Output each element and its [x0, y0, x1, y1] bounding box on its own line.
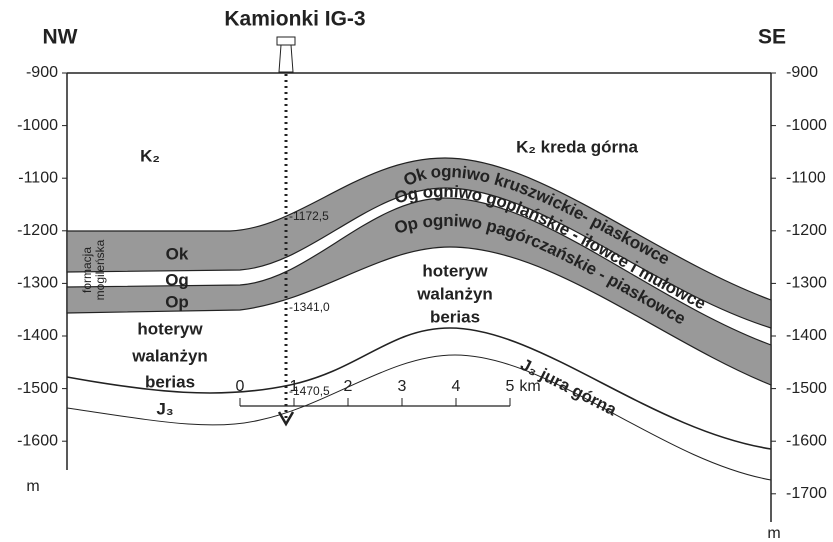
y-tick-label: -1700	[786, 485, 827, 502]
scale-label: 4	[452, 378, 461, 395]
y-tick-label: -1200	[17, 222, 58, 239]
y-tick-label: -1000	[17, 117, 58, 134]
y-tick-label: -1400	[17, 327, 58, 344]
y-tick-label: -1400	[786, 327, 827, 344]
nw-label: NW	[43, 26, 78, 49]
y-tick-label: -1300	[17, 275, 58, 292]
scale-label: 3	[398, 378, 407, 395]
unit-label: hoteryw	[137, 319, 203, 338]
y-tick-label: -900	[786, 64, 818, 81]
formation-label: formacja	[80, 247, 94, 293]
y-tick-label: -1100	[18, 169, 58, 186]
scale-unit: km	[519, 378, 540, 395]
k2-label: K₂	[140, 146, 160, 165]
unit-label: J₃	[156, 399, 173, 418]
cross-section: NW SE Kamionki IG-3 K₂ K₂ kreda górna fo…	[0, 0, 833, 542]
scale-label: 2	[344, 378, 353, 395]
unit-label: Op	[165, 292, 189, 311]
y-tick-label: -1100	[786, 169, 826, 186]
unit-label: walanżyn	[131, 346, 208, 365]
unit-label: Ok	[166, 244, 189, 263]
y-tick-label: -1500	[786, 380, 827, 397]
se-label: SE	[758, 26, 786, 49]
depth-label: -1172,5	[289, 209, 329, 223]
y-tick-label: -1300	[786, 275, 827, 292]
y-tick-label: -1600	[17, 432, 58, 449]
unit-label: berias	[145, 372, 195, 391]
unit-label: Og	[165, 270, 189, 289]
scale-label: 1	[290, 378, 299, 395]
scale-label: 0	[236, 378, 245, 395]
unit-label: m	[26, 478, 39, 495]
depth-label: -1341,0	[289, 300, 330, 314]
unit-label: walanżyn	[416, 284, 493, 303]
k2-right-label: K₂ kreda górna	[516, 137, 638, 156]
y-tick-label: -900	[26, 64, 58, 81]
scale-label: 5	[506, 378, 515, 395]
unit-label: m	[767, 525, 780, 542]
well-name: Kamionki IG-3	[224, 8, 365, 31]
y-tick-label: -1600	[786, 432, 827, 449]
unit-label: berias	[430, 307, 480, 326]
y-tick-label: -1000	[786, 117, 827, 134]
well-rig	[279, 45, 293, 72]
y-tick-label: -1500	[17, 380, 58, 397]
y-tick-label: -1200	[786, 222, 827, 239]
formation-label: mogileńska	[93, 239, 107, 300]
unit-label: hoteryw	[422, 261, 488, 280]
well-head	[277, 37, 295, 45]
